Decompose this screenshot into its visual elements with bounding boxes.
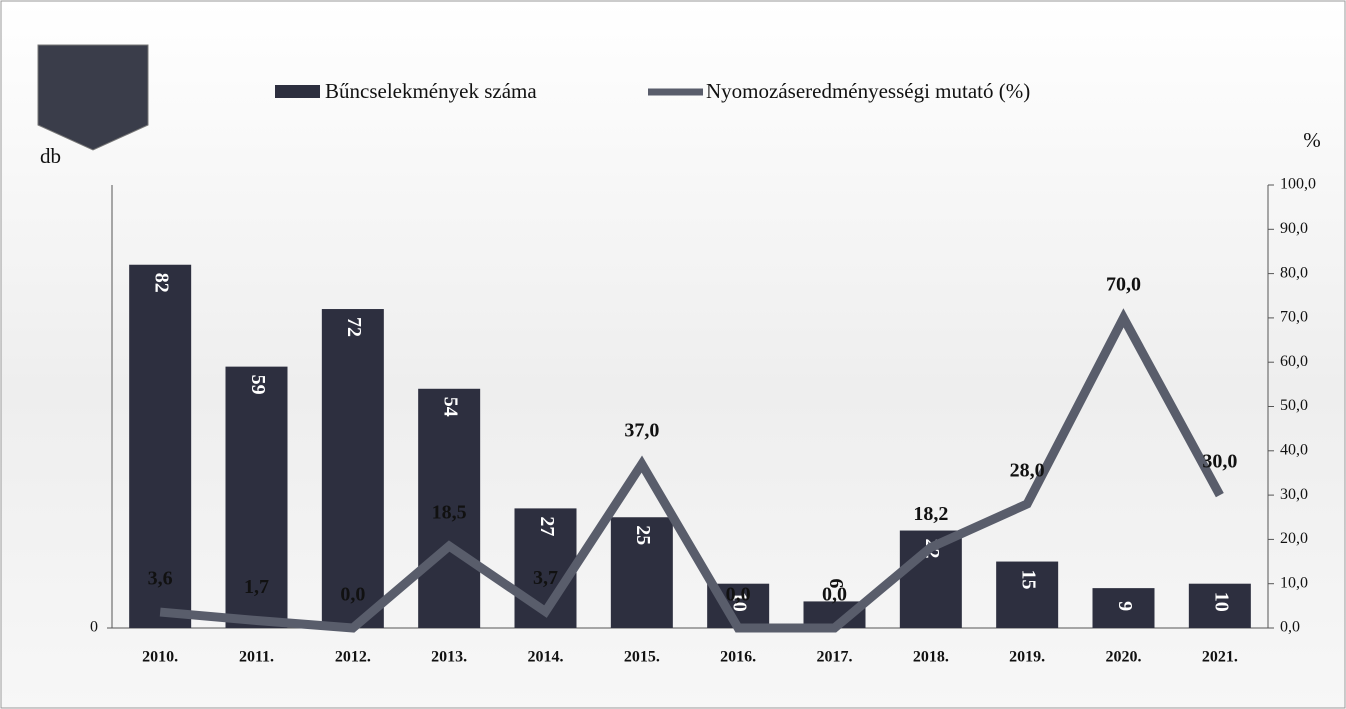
line-value-label: 70,0 [1106,273,1141,295]
line-value-label: 0,0 [822,584,847,606]
bar [1092,588,1155,628]
y2-tick-label: 30,0 [1280,486,1308,503]
y2-tick-label: 100,0 [1280,176,1316,193]
line-value-label: 0,0 [340,584,365,606]
bar-value-label: 10 [1210,592,1232,612]
x-tick-label: 2021. [1202,649,1238,666]
y-axis-label: db [40,144,61,168]
x-tick-label: 2017. [817,649,853,666]
x-tick-label: 2012. [335,649,371,666]
line-value-label: 0,0 [726,584,751,606]
line [159,308,1224,633]
bar-value-label: 25 [632,525,654,545]
line-value-label: 28,0 [1010,460,1045,482]
y2-axis-label: % [1303,128,1321,152]
line-value-label: 1,7 [244,576,269,598]
legend-swatch [275,85,320,98]
x-tick-label: 2011. [239,649,274,666]
x-tick-label: 2020. [1106,649,1142,666]
line-value-label: 18,5 [432,502,467,524]
line-value-label: 3,6 [148,568,173,590]
bar [418,388,481,628]
x-tick-label: 2019. [1009,649,1045,666]
y2-tick-label: 70,0 [1280,309,1308,326]
legend-label: Bűncselekmények száma [325,79,537,103]
x-tick-label: 2018. [913,649,949,666]
logo [37,44,149,151]
bar-value-label: 9 [1114,601,1136,611]
y2-tick-label: 20,0 [1280,530,1308,547]
line-value-label: 18,2 [913,503,948,525]
bar [225,366,288,628]
bar-value-label: 15 [1018,570,1040,590]
y2-tick-label: 80,0 [1280,264,1308,281]
bar-value-label: 6 [825,578,847,588]
bar-value-label: 82 [151,273,173,293]
x-tick-label: 2013. [431,649,467,666]
bar [321,309,384,628]
bar [996,561,1059,628]
y2-tick-label: 60,0 [1280,353,1308,370]
x-tick-label: 2015. [624,649,660,666]
line-value-label: 3,7 [533,567,558,589]
y2-tick-label: 40,0 [1280,441,1308,458]
bar-value-label: 10 [729,592,751,612]
bar-value-label: 54 [440,397,462,417]
y-tick-label: 0 [90,619,98,636]
y2-tick-label: 0,0 [1280,619,1300,636]
line-value-label: 30,0 [1202,451,1237,473]
legend-label: Nyomozáseredményességi mutató (%) [706,79,1030,103]
bar-value-label: 72 [343,317,365,337]
line-value-label: 37,0 [624,420,659,442]
x-tick-label: 2014. [528,649,564,666]
bar [1188,583,1251,628]
y2-tick-label: 10,0 [1280,574,1308,591]
x-tick-label: 2010. [142,649,178,666]
bar [129,264,192,628]
bar [610,517,673,628]
y2-tick-label: 90,0 [1280,220,1308,237]
bar-value-label: 59 [247,375,269,395]
bar-value-label: 27 [536,516,558,536]
x-tick-label: 2016. [720,649,756,666]
y2-tick-label: 50,0 [1280,397,1308,414]
